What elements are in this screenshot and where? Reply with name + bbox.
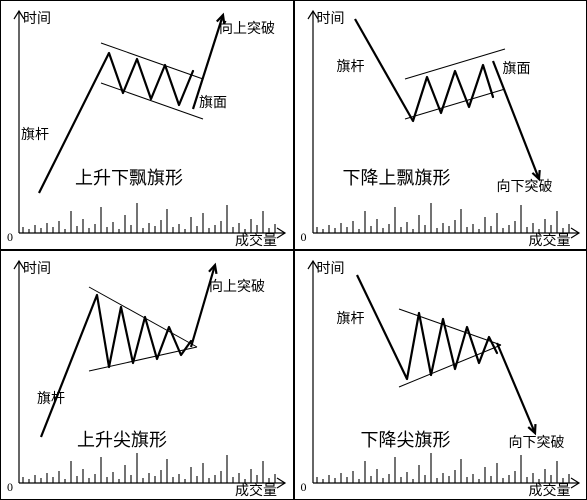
x-axis-label: 成交量 — [235, 485, 277, 499]
flag-label: 旗面 — [503, 63, 531, 77]
breakout-label: 向下突破 — [497, 181, 553, 195]
flag-pole-line — [357, 275, 407, 379]
pole-label: 旗杆 — [337, 61, 365, 75]
breakout-label: 向上突破 — [219, 23, 275, 37]
pattern-title: 上升尖旗形 — [77, 431, 167, 449]
panel-svg — [295, 251, 587, 500]
x-axis-label: 成交量 — [235, 235, 277, 249]
breakout-line — [493, 61, 540, 179]
panel-svg — [295, 1, 587, 250]
pole-label: 旗杆 — [21, 129, 49, 143]
pattern-title: 上升下飘旗形 — [75, 169, 183, 187]
panel-rising-flag: 时间成交量 0 上升下飘旗形 旗杆 旗面 向上突破 — [0, 0, 294, 250]
volume-bars — [23, 203, 275, 233]
y-axis-label: 时间 — [317, 13, 345, 27]
panel-svg — [1, 1, 294, 250]
y-axis-label: 时间 — [23, 13, 51, 27]
flag-pole-line — [41, 295, 97, 437]
y-axis-label: 时间 — [317, 263, 345, 277]
origin-label: 0 — [7, 481, 13, 493]
pattern-title: 下降尖旗形 — [361, 431, 451, 449]
origin-label: 0 — [7, 231, 13, 243]
panel-falling-pennant: 时间成交量 0 下降尖旗形 旗杆向下突破 — [294, 250, 587, 500]
diagram-grid: 时间成交量0上升下飘旗形旗杆旗面向上突破 时间成交量0下降上飘旗形旗杆旗面向下突… — [0, 0, 587, 500]
volume-bars — [317, 453, 569, 483]
pole-label: 旗杆 — [337, 313, 365, 327]
breakout-line — [497, 343, 535, 433]
y-axis-label: 时间 — [23, 263, 51, 277]
volume-bars — [23, 453, 275, 483]
pattern-title: 下降上飘旗形 — [343, 169, 451, 187]
breakout-label: 向下突破 — [509, 437, 565, 451]
breakout-label: 向上突破 — [209, 281, 265, 295]
x-axis-label: 成交量 — [529, 485, 571, 499]
pole-label: 旗杆 — [37, 393, 65, 407]
flag-label: 旗面 — [199, 97, 227, 111]
panel-rising-pennant: 时间成交量 0 上升尖旗形 旗杆 向上突破 — [0, 250, 294, 500]
origin-label: 0 — [301, 231, 307, 243]
panel-falling-flag: 时间成交量 0 下降上飘旗形 旗杆 旗面向下突破 — [294, 0, 587, 250]
origin-label: 0 — [301, 481, 307, 493]
x-axis-label: 成交量 — [529, 235, 571, 249]
breakout-line — [191, 265, 216, 347]
flag-zigzag — [407, 313, 497, 379]
flag-zigzag — [97, 295, 191, 367]
volume-bars — [317, 203, 569, 233]
